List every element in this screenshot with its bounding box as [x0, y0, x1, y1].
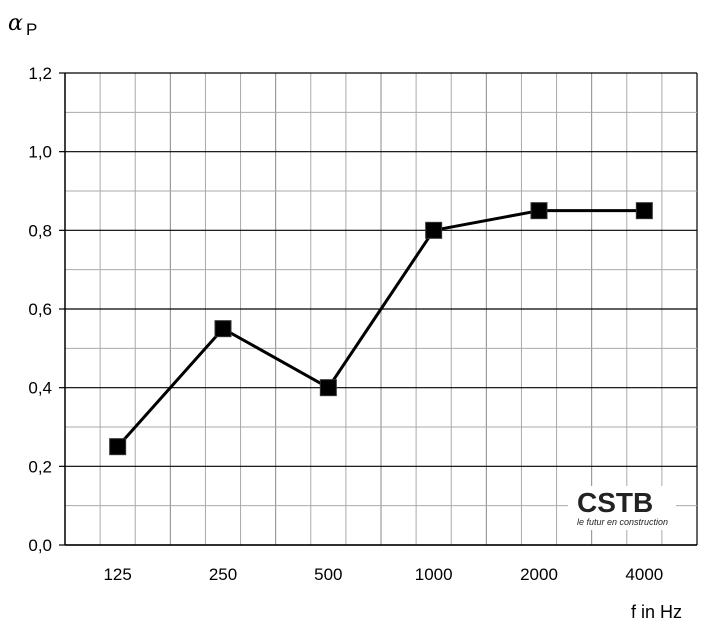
y-axis-symbol: α	[8, 11, 23, 36]
axes	[59, 72, 697, 546]
y-axis-subscript: P	[26, 20, 37, 39]
data-point-marker	[425, 221, 443, 239]
logo-text: CSTB	[577, 487, 653, 518]
data-point-marker	[319, 379, 337, 397]
data-point-marker	[530, 202, 548, 220]
x-tick-label: 125	[103, 565, 131, 584]
x-tick-label: 1000	[415, 565, 453, 584]
y-tick-label: 0,4	[28, 379, 52, 398]
x-tick-labels: 125 250 500 1000 2000 4000	[103, 565, 663, 584]
x-tick-label: 250	[209, 565, 237, 584]
y-tick-label: 0,6	[28, 300, 52, 319]
x-tick-label: 4000	[625, 565, 663, 584]
x-tick-label: 2000	[520, 565, 558, 584]
x-tick-label: 500	[314, 565, 342, 584]
y-tick-label: 1,0	[28, 143, 52, 162]
data-point-marker	[109, 438, 127, 456]
cstb-logo: CSTB le futur en construction	[568, 486, 676, 530]
y-tick-label: 0,8	[28, 221, 52, 240]
x-axis-title: f in Hz	[631, 602, 682, 622]
y-tick-label: 1,2	[28, 64, 52, 83]
data-line	[116, 209, 645, 448]
y-tick-labels: 0,0 0,2 0,4 0,6 0,8 1,0 1,2	[28, 64, 52, 555]
y-tick-label: 0,0	[28, 536, 52, 555]
logo-tagline: le futur en construction	[577, 517, 668, 527]
series-line	[109, 202, 653, 456]
data-point-marker	[635, 202, 653, 220]
data-point-marker	[214, 320, 232, 338]
y-tick-label: 0,2	[28, 457, 52, 476]
